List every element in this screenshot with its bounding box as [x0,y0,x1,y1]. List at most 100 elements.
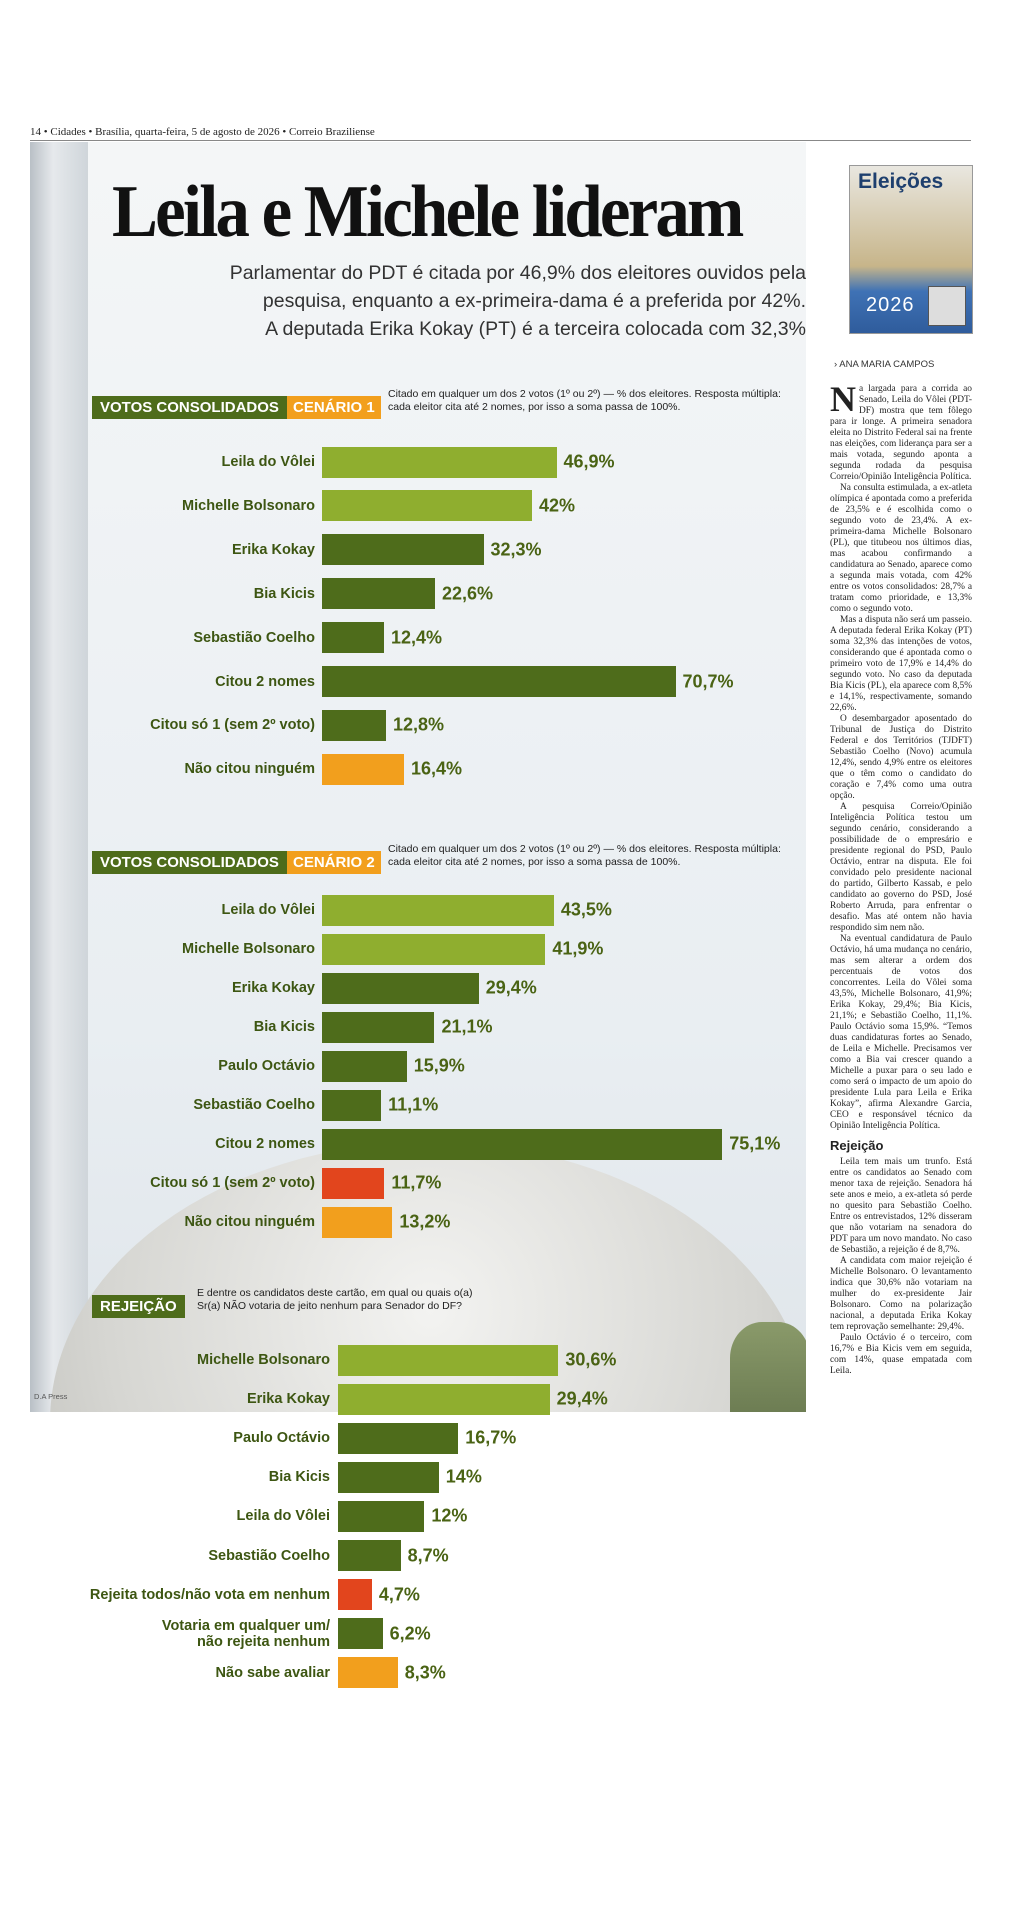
article-paragraph: Na eventual candidatura de Paulo Octávio… [830,934,972,1131]
bar [322,1011,435,1043]
badge-urn-icon [928,286,966,326]
category-label: Não citou ninguém [184,761,316,778]
chart-scenario: CENÁRIO 2 [287,851,381,874]
category-label: Leila do Vôlei [221,902,315,918]
chart-note: Citado em qualquer um dos 2 votos (1º ou… [388,388,781,413]
value-label: 13,2% [399,1211,451,1232]
category-label: Bia Kicis [268,1469,330,1486]
article-paragraph: A candidata com maior rejeição é Michell… [830,1256,972,1332]
value-label: 16,7% [465,1427,517,1448]
bar [322,933,546,965]
subtitle-line: Parlamentar do PDT é citada por 46,9% do… [229,262,806,284]
category-label: Sebastião Coelho [193,629,315,646]
article-paragraph: Mas a disputa não será um passeio. A dep… [830,615,972,713]
bar [338,1579,372,1611]
bar [322,972,479,1004]
article-paragraph: O desembargador aposentado do Tribunal d… [830,714,972,801]
article-paragraph: Na largada para a corrida ao Senado, Lei… [830,384,972,482]
category-label: Michelle Bolsonaro [182,497,315,514]
value-label: 46,9% [563,451,615,472]
article-paragraph: Paulo Octávio é o terceiro, com 16,7% e … [830,1333,972,1376]
page-header: 14 • Cidades • Brasília, quarta-feira, 5… [30,126,375,138]
bar [338,1383,550,1415]
subtitle-line: pesquisa, enquanto a ex-primeira-dama é … [262,290,806,312]
category-label: Michelle Bolsonaro [197,1352,330,1368]
value-label: 29,4% [485,977,537,998]
bar [338,1500,425,1532]
value-label: 15,9% [413,1055,465,1076]
bar [322,894,554,926]
bar [322,1167,385,1199]
category-label: Não sabe avaliar [215,1664,330,1681]
subtitle-line: A deputada Erika Kokay (PT) é a terceira… [265,318,806,340]
value-label: 14% [445,1466,482,1487]
article-paragraph: Leila tem mais um trunfo. Está entre os … [830,1157,972,1255]
photo-column [30,142,88,1412]
value-label: 41,9% [552,938,604,959]
category-label: Erika Kokay [246,1391,330,1408]
value-label: 12% [431,1505,468,1526]
value-label: 11,7% [391,1172,442,1193]
value-label: 43,5% [560,899,612,920]
value-label: 12,4% [391,627,443,648]
bar [338,1618,383,1650]
value-label: 8,3% [404,1662,446,1683]
value-label: 4,7% [378,1584,420,1605]
category-label: Citou 2 nomes [215,1136,315,1152]
elections-badge: Eleições 2026 [849,165,973,334]
bar [322,534,484,566]
article-paragraph: Na consulta estimulada, a ex-atleta olím… [830,483,972,614]
byline: › ANA MARIA CAMPOS [834,359,935,370]
category-label: Paulo Octávio [233,1430,330,1447]
category-label: Erika Kokay [231,541,315,558]
category-label: Erika Kokay [231,980,315,996]
chart-title: REJEIÇÃO [92,1295,185,1318]
value-label: 16,4% [411,758,463,779]
value-label: 11,1% [388,1094,439,1115]
value-label: 8,7% [407,1545,449,1565]
bar [322,709,386,741]
bar [338,1540,401,1571]
chart-scenario: CENÁRIO 1 [287,396,381,419]
photo-trees [730,1322,806,1412]
bar [338,1461,439,1493]
value-label: 32,3% [490,539,542,560]
article: Na largada para a corrida ao Senado, Lei… [830,384,972,1414]
category-label: Citou só 1 (sem 2º voto) [150,717,315,734]
badge-year: 2026 [866,294,915,316]
chart-note: Citado em qualquer um dos 2 votos (1º ou… [388,843,781,868]
value-label: 12,8% [393,714,445,735]
bar [322,1206,393,1238]
category-label: Leila do Vôlei [236,1508,330,1525]
headline: Leila e Michele lideram [112,171,744,253]
chart-note: E dentre os candidatos deste cartão, em … [197,1287,473,1312]
category-label: Rejeita todos/não vota em nenhum [89,1586,330,1603]
bar [322,1089,382,1121]
bar [322,666,676,697]
bar [322,446,557,478]
article-subhead: Rejeição [830,1138,884,1153]
bar [338,1422,459,1454]
photo-credit: D.A Press [34,1392,68,1401]
bar [322,490,532,522]
chart-title: VOTOS CONSOLIDADOS [92,851,287,874]
bar [322,1128,723,1160]
value-label: 22,6% [442,583,494,604]
category-label: Sebastião Coelho [193,1097,315,1113]
bar [322,578,435,610]
category-label: Citou só 1 (sem 2º voto) [150,1175,315,1191]
bar [322,1050,407,1082]
value-label: 6,2% [389,1623,431,1644]
bar [338,1344,559,1376]
article-paragraph: A pesquisa Correio/Opinião Inteligência … [830,802,972,933]
category-label: Michelle Bolsonaro [182,941,315,957]
category-label: Não citou ninguém [184,1214,316,1230]
category-label: Citou 2 nomes [215,673,315,690]
category-label: Bia Kicis [253,585,315,602]
bar [322,753,404,785]
category-label: Paulo Octávio [218,1058,315,1074]
header-rule [30,140,971,141]
category-label: Votaria em qualquer um/ não rejeita nenh… [161,1617,330,1650]
badge-title: Eleições [858,170,944,193]
background-photo [30,142,806,1412]
